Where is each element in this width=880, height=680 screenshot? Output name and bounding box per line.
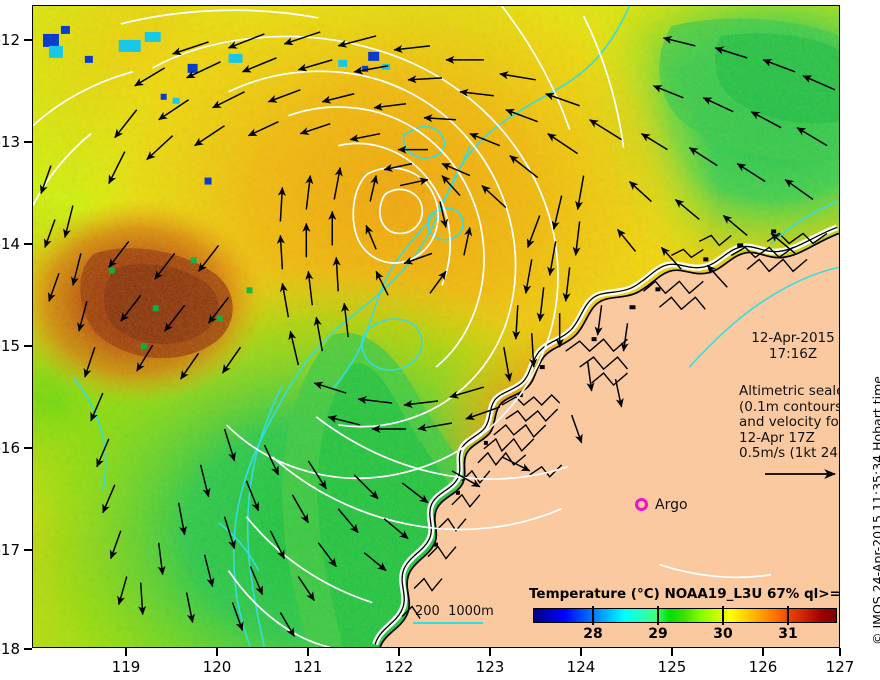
y-tick-label: -17 bbox=[0, 541, 20, 559]
x-tick-label: 127 bbox=[825, 658, 855, 676]
argo-marker-label: Argo bbox=[655, 497, 688, 513]
y-tick bbox=[24, 648, 32, 650]
depth-contour-legend-label: 200 1000m bbox=[415, 604, 494, 619]
x-tick bbox=[307, 648, 309, 656]
y-tick-label: -13 bbox=[0, 133, 20, 151]
argo-float-marker[interactable] bbox=[635, 498, 648, 511]
x-tick bbox=[216, 648, 218, 656]
x-tick-label: 119 bbox=[111, 658, 141, 676]
sealevel-contours bbox=[33, 6, 772, 647]
y-tick bbox=[24, 243, 32, 245]
y-tick bbox=[24, 141, 32, 143]
colorbar-gradient bbox=[533, 608, 837, 623]
depth-contour-legend-line bbox=[413, 622, 483, 624]
y-tick bbox=[24, 549, 32, 551]
colorbar-tick bbox=[722, 606, 724, 625]
x-tick bbox=[762, 648, 764, 656]
x-tick bbox=[580, 648, 582, 656]
velocity-vector-field bbox=[39, 31, 836, 637]
colorbar-tick-label: 28 bbox=[583, 626, 603, 642]
x-tick bbox=[839, 648, 841, 656]
x-tick-label: 125 bbox=[657, 658, 687, 676]
colorbar-tick bbox=[657, 606, 659, 625]
map-plot-area[interactable]: 12-Apr-2015 17:16Z Altimetric sealevel (… bbox=[32, 5, 840, 648]
land-and-coastline bbox=[372, 224, 839, 647]
y-tick bbox=[24, 447, 32, 449]
copyright-notice: © IMOS 24-Apr-2015 11:35:34 Hobart time bbox=[870, 376, 880, 645]
y-tick-label: -18 bbox=[0, 640, 20, 658]
x-tick bbox=[671, 648, 673, 656]
y-tick bbox=[24, 39, 32, 41]
x-tick-label: 120 bbox=[202, 658, 232, 676]
y-tick-label: -14 bbox=[0, 235, 20, 253]
x-tick-label: 121 bbox=[293, 658, 323, 676]
colorbar-tick-label: 30 bbox=[713, 626, 733, 642]
x-tick bbox=[398, 648, 400, 656]
colorbar-tick-label: 31 bbox=[778, 626, 798, 642]
altimetry-annotation: Altimetric sealevel (0.1m contours) and … bbox=[739, 383, 839, 461]
x-tick bbox=[489, 648, 491, 656]
colorbar-tick bbox=[787, 606, 789, 625]
colorbar-tick bbox=[592, 606, 594, 625]
y-tick-label: -16 bbox=[0, 439, 20, 457]
colorbar: Temperature (°C) NOAA19_L3U 67% ql>=4 28… bbox=[529, 586, 840, 647]
y-tick bbox=[24, 345, 32, 347]
colorbar-title: Temperature (°C) NOAA19_L3U 67% ql>=4 bbox=[529, 586, 840, 602]
velocity-scale-arrow bbox=[765, 468, 836, 480]
y-tick-label: -12 bbox=[0, 31, 20, 49]
x-tick-label: 126 bbox=[748, 658, 778, 676]
bathymetry-contours bbox=[72, 6, 839, 647]
date-time-stamp: 12-Apr-2015 17:16Z bbox=[751, 330, 835, 362]
y-tick-label: -15 bbox=[0, 337, 20, 355]
x-tick bbox=[125, 648, 127, 656]
x-tick-label: 124 bbox=[566, 658, 596, 676]
x-tick-label: 122 bbox=[384, 658, 414, 676]
x-tick-label: 123 bbox=[475, 658, 505, 676]
cloud-flag-pixels bbox=[42, 25, 391, 350]
colorbar-tick-label: 29 bbox=[648, 626, 668, 642]
